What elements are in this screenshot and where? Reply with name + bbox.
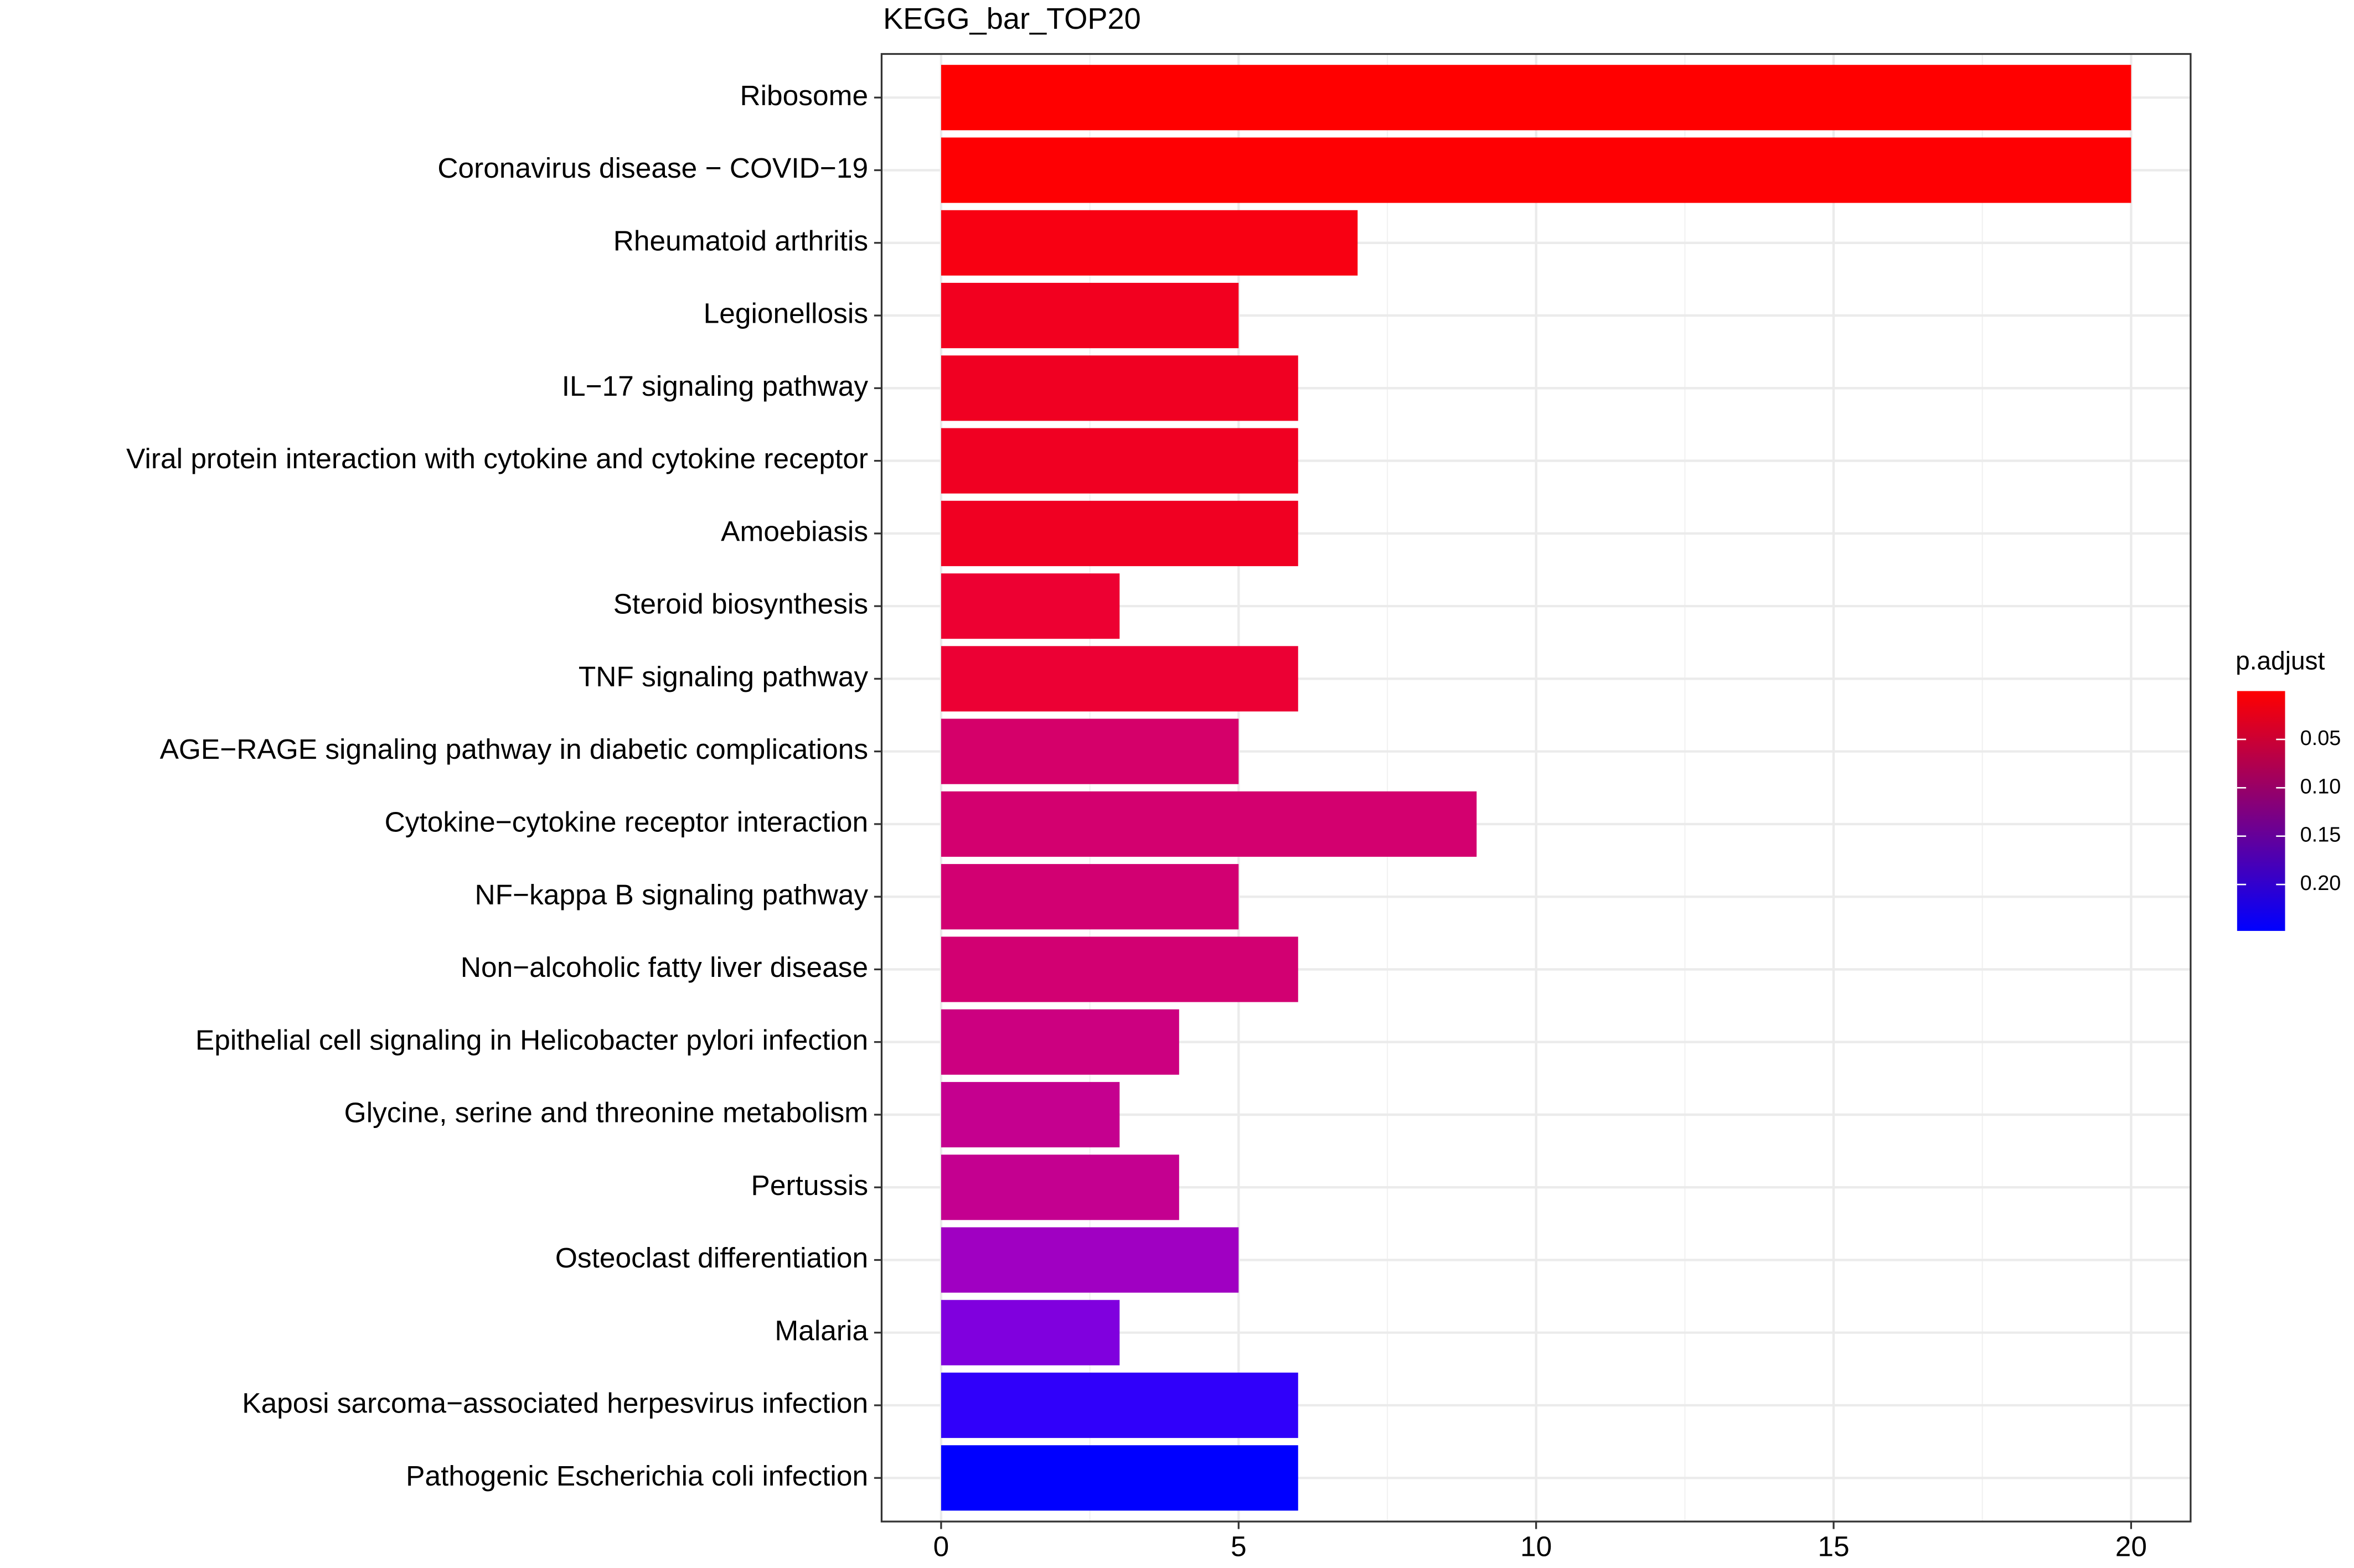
y-tick-label: Legionellosis [704, 297, 868, 329]
y-tick-label: TNF signaling pathway [579, 660, 868, 692]
chart-title: KEGG_bar_TOP20 [883, 2, 1141, 35]
bar [941, 864, 1239, 930]
x-tick-label: 5 [1231, 1530, 1247, 1562]
x-tick-label: 20 [2115, 1530, 2147, 1562]
y-tick-label: Malaria [775, 1314, 868, 1346]
bar [941, 646, 1298, 712]
y-tick-label: NF−kappa B signaling pathway [475, 878, 869, 910]
y-tick-label: Non−alcoholic fatty liver disease [461, 951, 868, 983]
y-tick-label: Viral protein interaction with cytokine … [126, 442, 868, 474]
y-tick-label: Amoebiasis [721, 515, 868, 547]
bar [941, 282, 1239, 349]
colorbar-tick-label: 0.10 [2300, 775, 2341, 798]
x-tick-label: 0 [933, 1530, 949, 1562]
bar [941, 936, 1298, 1002]
y-tick-label: Pertussis [751, 1169, 869, 1201]
bar [941, 137, 2131, 203]
bar [941, 210, 1358, 276]
bar [941, 718, 1239, 784]
y-tick-label: Pathogenic Escherichia coli infection [406, 1460, 868, 1492]
y-tick-label: Osteoclast differentiation [555, 1241, 868, 1274]
colorbar-tick-label: 0.15 [2300, 824, 2341, 847]
legend-title: p.adjust [2236, 646, 2325, 675]
y-tick-label: Kaposi sarcoma−associated herpesvirus in… [242, 1387, 868, 1419]
bar [941, 791, 1477, 857]
y-tick-label: AGE−RAGE signaling pathway in diabetic c… [160, 733, 868, 765]
bar [941, 355, 1298, 421]
bar [941, 65, 2131, 131]
bar [941, 1372, 1298, 1438]
bar [941, 1009, 1179, 1075]
bar [941, 1155, 1179, 1220]
colorbar-tick-label: 0.05 [2300, 727, 2341, 750]
x-tick-label: 10 [1520, 1530, 1552, 1562]
y-tick-label: Epithelial cell signaling in Helicobacte… [195, 1023, 868, 1055]
y-tick-label: Steroid biosynthesis [613, 588, 868, 620]
colorbar-tick-label: 0.20 [2300, 872, 2341, 895]
x-tick-label: 15 [1818, 1530, 1849, 1562]
bar [941, 500, 1298, 566]
bar [941, 1081, 1120, 1148]
y-tick-label: IL−17 signaling pathway [562, 370, 869, 402]
y-tick-label: Rheumatoid arthritis [613, 224, 868, 256]
bar [941, 573, 1120, 639]
colorbar [2237, 691, 2285, 931]
bar [941, 428, 1298, 494]
bar [941, 1227, 1239, 1293]
bar [941, 1445, 1298, 1511]
y-tick-label: Ribosome [740, 79, 868, 111]
y-tick-label: Coronavirus disease − COVID−19 [437, 152, 868, 184]
y-tick-label: Cytokine−cytokine receptor interaction [385, 805, 868, 837]
bar [941, 1300, 1120, 1365]
y-tick-label: Glycine, serine and threonine metabolism [344, 1096, 868, 1129]
